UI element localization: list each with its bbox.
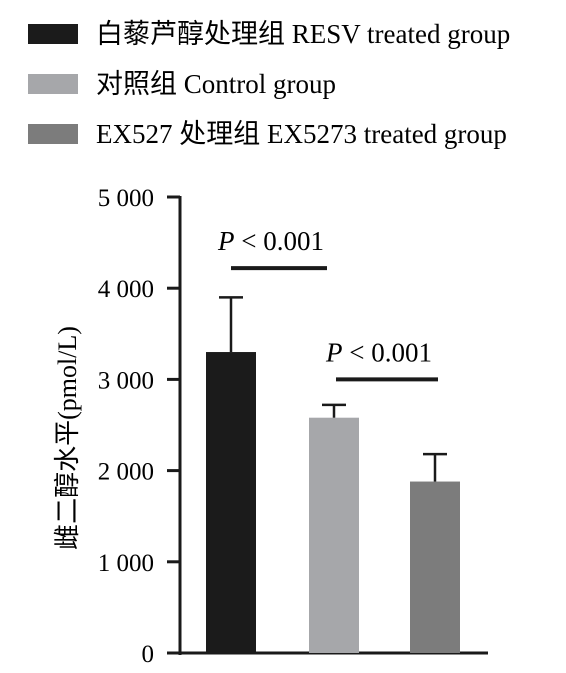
bar-0 <box>206 352 256 653</box>
y-tick-label-4: 4 000 <box>98 276 154 303</box>
p-value-0: < 0.001 <box>235 226 324 256</box>
legend: 白藜芦醇处理组 RESV treated group 对照组 Control gr… <box>28 19 510 149</box>
y-tick-label-0: 0 <box>142 641 155 668</box>
legend-swatch-0 <box>28 24 78 44</box>
bars <box>206 296 460 653</box>
y-axis-title: 雌二醇水平(pmol/L) <box>53 326 82 550</box>
axes: 0 1 000 2 000 3 000 4 000 5 000 雌二醇水平(pmol/L) <box>53 185 488 668</box>
legend-label-2: EX527 处理组 EX5273 treated group <box>96 119 507 149</box>
legend-swatch-1 <box>28 74 78 94</box>
y-tick-label-5: 5 000 <box>98 185 154 212</box>
bar-1 <box>309 417 359 653</box>
y-tick-label-1: 1 000 <box>98 550 154 577</box>
bar-2 <box>410 481 460 653</box>
legend-swatch-2 <box>28 124 78 144</box>
significance-label-0: P < 0.001 <box>217 226 324 256</box>
p-value-1: < 0.001 <box>343 337 432 367</box>
significance-label-1: P < 0.001 <box>325 337 432 367</box>
y-tick-label-3: 3 000 <box>98 367 154 394</box>
p-symbol-1: P <box>325 337 343 367</box>
p-symbol-0: P <box>217 226 235 256</box>
legend-label-1: 对照组 Control group <box>96 69 336 99</box>
y-tick-label-2: 2 000 <box>98 459 154 486</box>
legend-label-0: 白藜芦醇处理组 RESV treated group <box>96 19 510 49</box>
